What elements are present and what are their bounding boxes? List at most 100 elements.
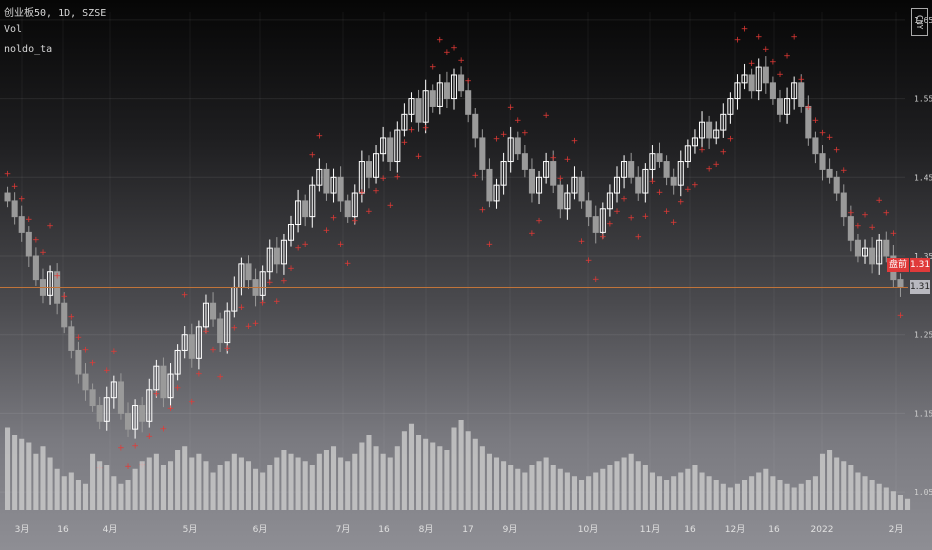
sar-point: + [294, 243, 302, 253]
volume-indicator-label[interactable]: Vol [4, 24, 23, 35]
x-tick-label: 9月 [503, 524, 518, 535]
candle-body [656, 153, 663, 163]
sar-point: + [308, 150, 316, 160]
x-tick-label: 16 [768, 525, 780, 535]
sar-point: + [280, 276, 288, 286]
x-tick-label: 16 [684, 525, 696, 535]
sar-point: + [500, 130, 508, 140]
sar-point: + [351, 217, 359, 227]
candle-body [869, 247, 876, 265]
volume-bar [423, 438, 429, 510]
x-tick-label: 3月 [15, 524, 30, 535]
candle-body [833, 176, 840, 194]
candle-body [380, 137, 387, 155]
volume-bar [40, 446, 46, 510]
volume-bar [451, 427, 457, 510]
candle-body [621, 161, 628, 178]
candle-body [47, 271, 54, 296]
sar-point: + [174, 383, 182, 393]
candle-body [897, 279, 904, 288]
sar-point: + [223, 344, 231, 354]
candle-body [259, 271, 266, 296]
x-tick-label: 2月 [889, 524, 904, 535]
symbol-title[interactable]: 创业板50, 1D, SZSE [4, 8, 107, 19]
candle-body [344, 200, 351, 218]
volume-bar [855, 472, 861, 510]
candle-body [4, 192, 11, 202]
volume-bar [472, 438, 478, 510]
volume-bar [869, 480, 875, 510]
candle-body [68, 326, 75, 351]
sar-point: + [32, 235, 40, 245]
sar-point: + [89, 358, 97, 368]
sar-point: + [592, 275, 600, 285]
volume-bar [19, 438, 25, 510]
sar-point: + [606, 220, 614, 230]
volume-bar [890, 491, 896, 510]
volume-bar [841, 461, 847, 510]
sar-point: + [202, 327, 210, 337]
sar-point: + [670, 218, 678, 228]
sar-point: + [365, 207, 373, 217]
candle-body [805, 105, 812, 139]
candle-body [103, 397, 110, 422]
candle-body [160, 365, 167, 399]
candle-body [224, 310, 231, 344]
volume-bar [231, 453, 237, 510]
sar-point: + [75, 333, 83, 343]
candle-body [146, 389, 153, 422]
x-tick-label: 12月 [725, 524, 745, 535]
sar-point: + [386, 201, 394, 211]
volume-bar [196, 453, 202, 510]
volume-bar [182, 446, 188, 510]
sar-indicator-label[interactable]: noldo_ta [4, 44, 53, 55]
candle-body [458, 74, 465, 92]
sar-point: + [60, 292, 68, 302]
candle-body [124, 412, 132, 430]
sar-point: + [422, 124, 430, 134]
sar-point: + [68, 313, 76, 323]
candle-body [429, 90, 436, 107]
volume-bar [146, 457, 152, 510]
volume-bar [600, 468, 606, 510]
candle-body [507, 137, 514, 163]
sar-point: + [103, 366, 111, 376]
candle-body [316, 168, 323, 186]
sar-point: + [585, 256, 593, 266]
sar-point: + [252, 319, 260, 329]
volume-bar [416, 435, 422, 510]
sar-point: + [160, 424, 168, 434]
candle-body [691, 137, 698, 147]
volume-bar [139, 461, 145, 510]
volume-bar [862, 476, 868, 510]
volume-bar [479, 446, 485, 510]
candle-body [11, 200, 18, 218]
sar-point: + [273, 297, 281, 307]
sar-point: + [486, 240, 494, 250]
volume-bar [210, 472, 216, 510]
candle-body [280, 239, 287, 265]
volume-bar [635, 461, 641, 510]
candle-body [613, 176, 621, 194]
candle-body [642, 168, 649, 194]
volume-bar [33, 453, 39, 510]
sar-point: + [677, 198, 685, 208]
volume-bar [756, 472, 762, 510]
sar-point: + [734, 36, 742, 46]
sar-point: + [748, 59, 756, 69]
candle-body [110, 381, 117, 399]
sar-point: + [259, 298, 267, 308]
sar-point: + [195, 369, 203, 379]
volume-bar [401, 431, 407, 510]
candle-body [465, 90, 472, 115]
sar-point: + [131, 442, 139, 452]
candle-body [181, 334, 188, 351]
candle-body [330, 176, 337, 194]
volume-bar [12, 435, 18, 510]
volume-bar [295, 457, 301, 510]
volume-bar [54, 468, 60, 510]
currency-badge[interactable]: CNY [911, 8, 928, 36]
candle-body [486, 168, 493, 202]
volume-bar [352, 453, 358, 510]
